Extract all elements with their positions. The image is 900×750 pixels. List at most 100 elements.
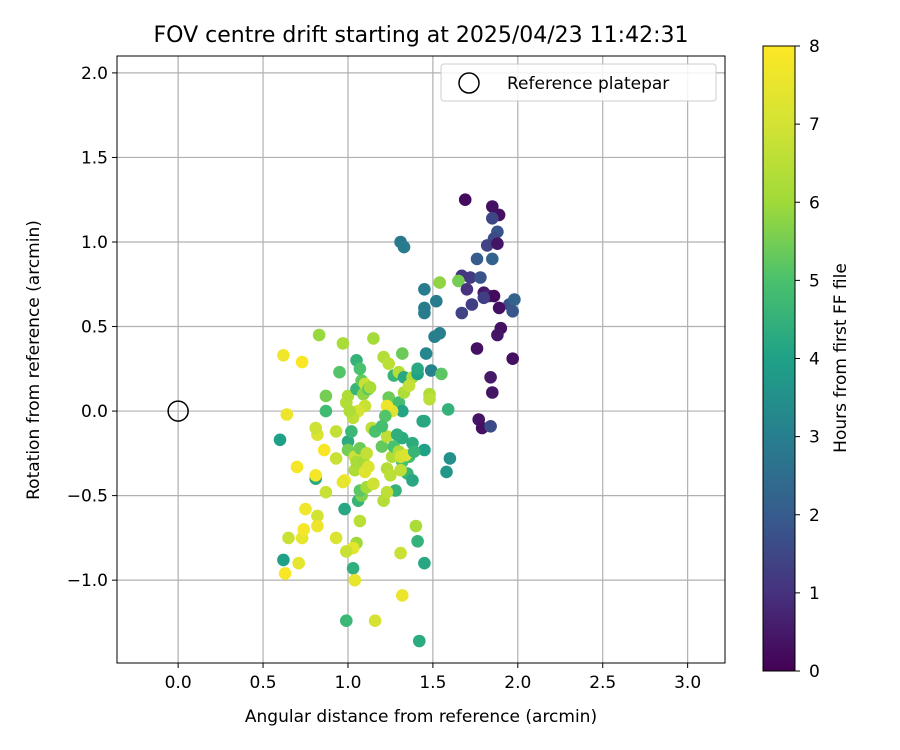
- data-point: [368, 614, 382, 627]
- y-tick-label: 2.0: [81, 64, 108, 84]
- data-point: [345, 425, 358, 438]
- colorbar-tick-label: 2: [809, 506, 820, 526]
- data-point: [353, 514, 367, 528]
- data-point: [396, 347, 409, 360]
- data-point: [484, 420, 497, 433]
- data-point: [492, 301, 506, 315]
- data-point: [319, 404, 333, 418]
- data-point: [375, 420, 389, 433]
- data-point: [319, 389, 333, 403]
- data-point: [394, 463, 407, 477]
- data-point: [280, 408, 294, 421]
- data-point: [433, 327, 447, 340]
- data-point: [311, 509, 324, 523]
- data-point: [282, 531, 295, 545]
- data-point: [309, 421, 323, 435]
- data-point: [435, 367, 448, 381]
- data-point: [363, 381, 377, 394]
- data-point: [486, 386, 499, 399]
- y-tick-label: −1.0: [67, 571, 108, 591]
- data-point: [413, 634, 426, 648]
- data-point: [319, 485, 333, 499]
- data-point: [411, 362, 424, 376]
- y-axis-label: Rotation from reference (arcmin): [24, 220, 44, 500]
- data-point: [290, 460, 304, 474]
- data-point: [382, 357, 396, 371]
- data-point: [418, 283, 431, 296]
- data-point: [317, 443, 331, 457]
- data-point: [360, 447, 374, 460]
- x-axis-label: Angular distance from reference (arcmin): [245, 707, 597, 727]
- plot-frame: [116, 55, 726, 664]
- data-point: [277, 349, 290, 362]
- data-point: [470, 252, 484, 266]
- data-point: [506, 352, 519, 366]
- data-point: [418, 414, 431, 428]
- colorbar-tick-label: 3: [809, 428, 820, 448]
- data-point: [299, 502, 312, 516]
- data-point: [362, 460, 375, 474]
- colorbar-tick-label: 4: [809, 350, 820, 370]
- data-point: [396, 589, 409, 602]
- data-point: [480, 239, 494, 252]
- data-point: [390, 428, 404, 442]
- data-point: [423, 392, 436, 406]
- data-point: [409, 519, 423, 533]
- data-point: [333, 365, 346, 379]
- data-point: [380, 399, 394, 413]
- data-point: [474, 271, 487, 284]
- colorbar-ticks: 0 1 2 3 4 5 6 7 8: [795, 37, 820, 682]
- data-point: [380, 485, 394, 499]
- data-point: [465, 298, 479, 311]
- legend-marker: [458, 72, 480, 94]
- colorbar-tick-label: 8: [809, 37, 820, 57]
- data-point: [336, 475, 350, 489]
- data-point: [433, 276, 447, 289]
- data-point: [424, 364, 438, 377]
- data-point: [329, 452, 343, 465]
- colorbar-label: Hours from first FF file: [831, 263, 851, 453]
- data-point: [418, 556, 431, 570]
- data-point: [407, 445, 421, 458]
- data-point: [419, 347, 433, 360]
- data-point: [418, 443, 431, 457]
- data-point: [297, 523, 311, 536]
- data-point: [396, 404, 409, 418]
- y-tick-label: 0.5: [81, 318, 108, 338]
- data-point: [491, 237, 504, 250]
- data-point: [443, 452, 457, 465]
- chart-title: FOV centre drift starting at 2025/04/23 …: [154, 23, 689, 48]
- data-point: [455, 306, 469, 320]
- x-tick-label: 1.5: [419, 673, 446, 693]
- data-point: [418, 306, 431, 320]
- grid: [117, 56, 725, 663]
- data-point: [441, 403, 455, 416]
- legend: Reference platepar: [440, 63, 717, 102]
- data-point: [348, 573, 362, 587]
- data-point: [277, 553, 290, 567]
- data-point: [338, 502, 351, 516]
- data-point: [343, 404, 357, 418]
- legend-box: [440, 63, 717, 102]
- data-point: [397, 240, 411, 254]
- x-tick-label: 0.0: [165, 673, 192, 693]
- data-point: [295, 355, 309, 369]
- colorbar-tick-label: 5: [809, 271, 820, 291]
- data-point: [340, 614, 353, 627]
- data-point: [380, 430, 394, 443]
- data-point: [278, 567, 292, 580]
- data-point: [353, 362, 367, 376]
- data-point: [506, 305, 519, 318]
- data-point: [340, 545, 353, 558]
- x-tick-label: 3.0: [674, 673, 701, 693]
- data-point: [367, 477, 380, 491]
- data-point: [460, 283, 474, 296]
- data-point: [430, 294, 443, 308]
- data-point: [273, 433, 287, 447]
- colorbar-tick-label: 1: [809, 584, 820, 604]
- colorbar-tick-label: 0: [809, 662, 820, 682]
- x-tick-label: 1.0: [334, 673, 361, 693]
- colorbar-tick-label: 7: [809, 115, 820, 135]
- data-point: [491, 328, 504, 342]
- x-tick-label: 2.0: [504, 673, 531, 693]
